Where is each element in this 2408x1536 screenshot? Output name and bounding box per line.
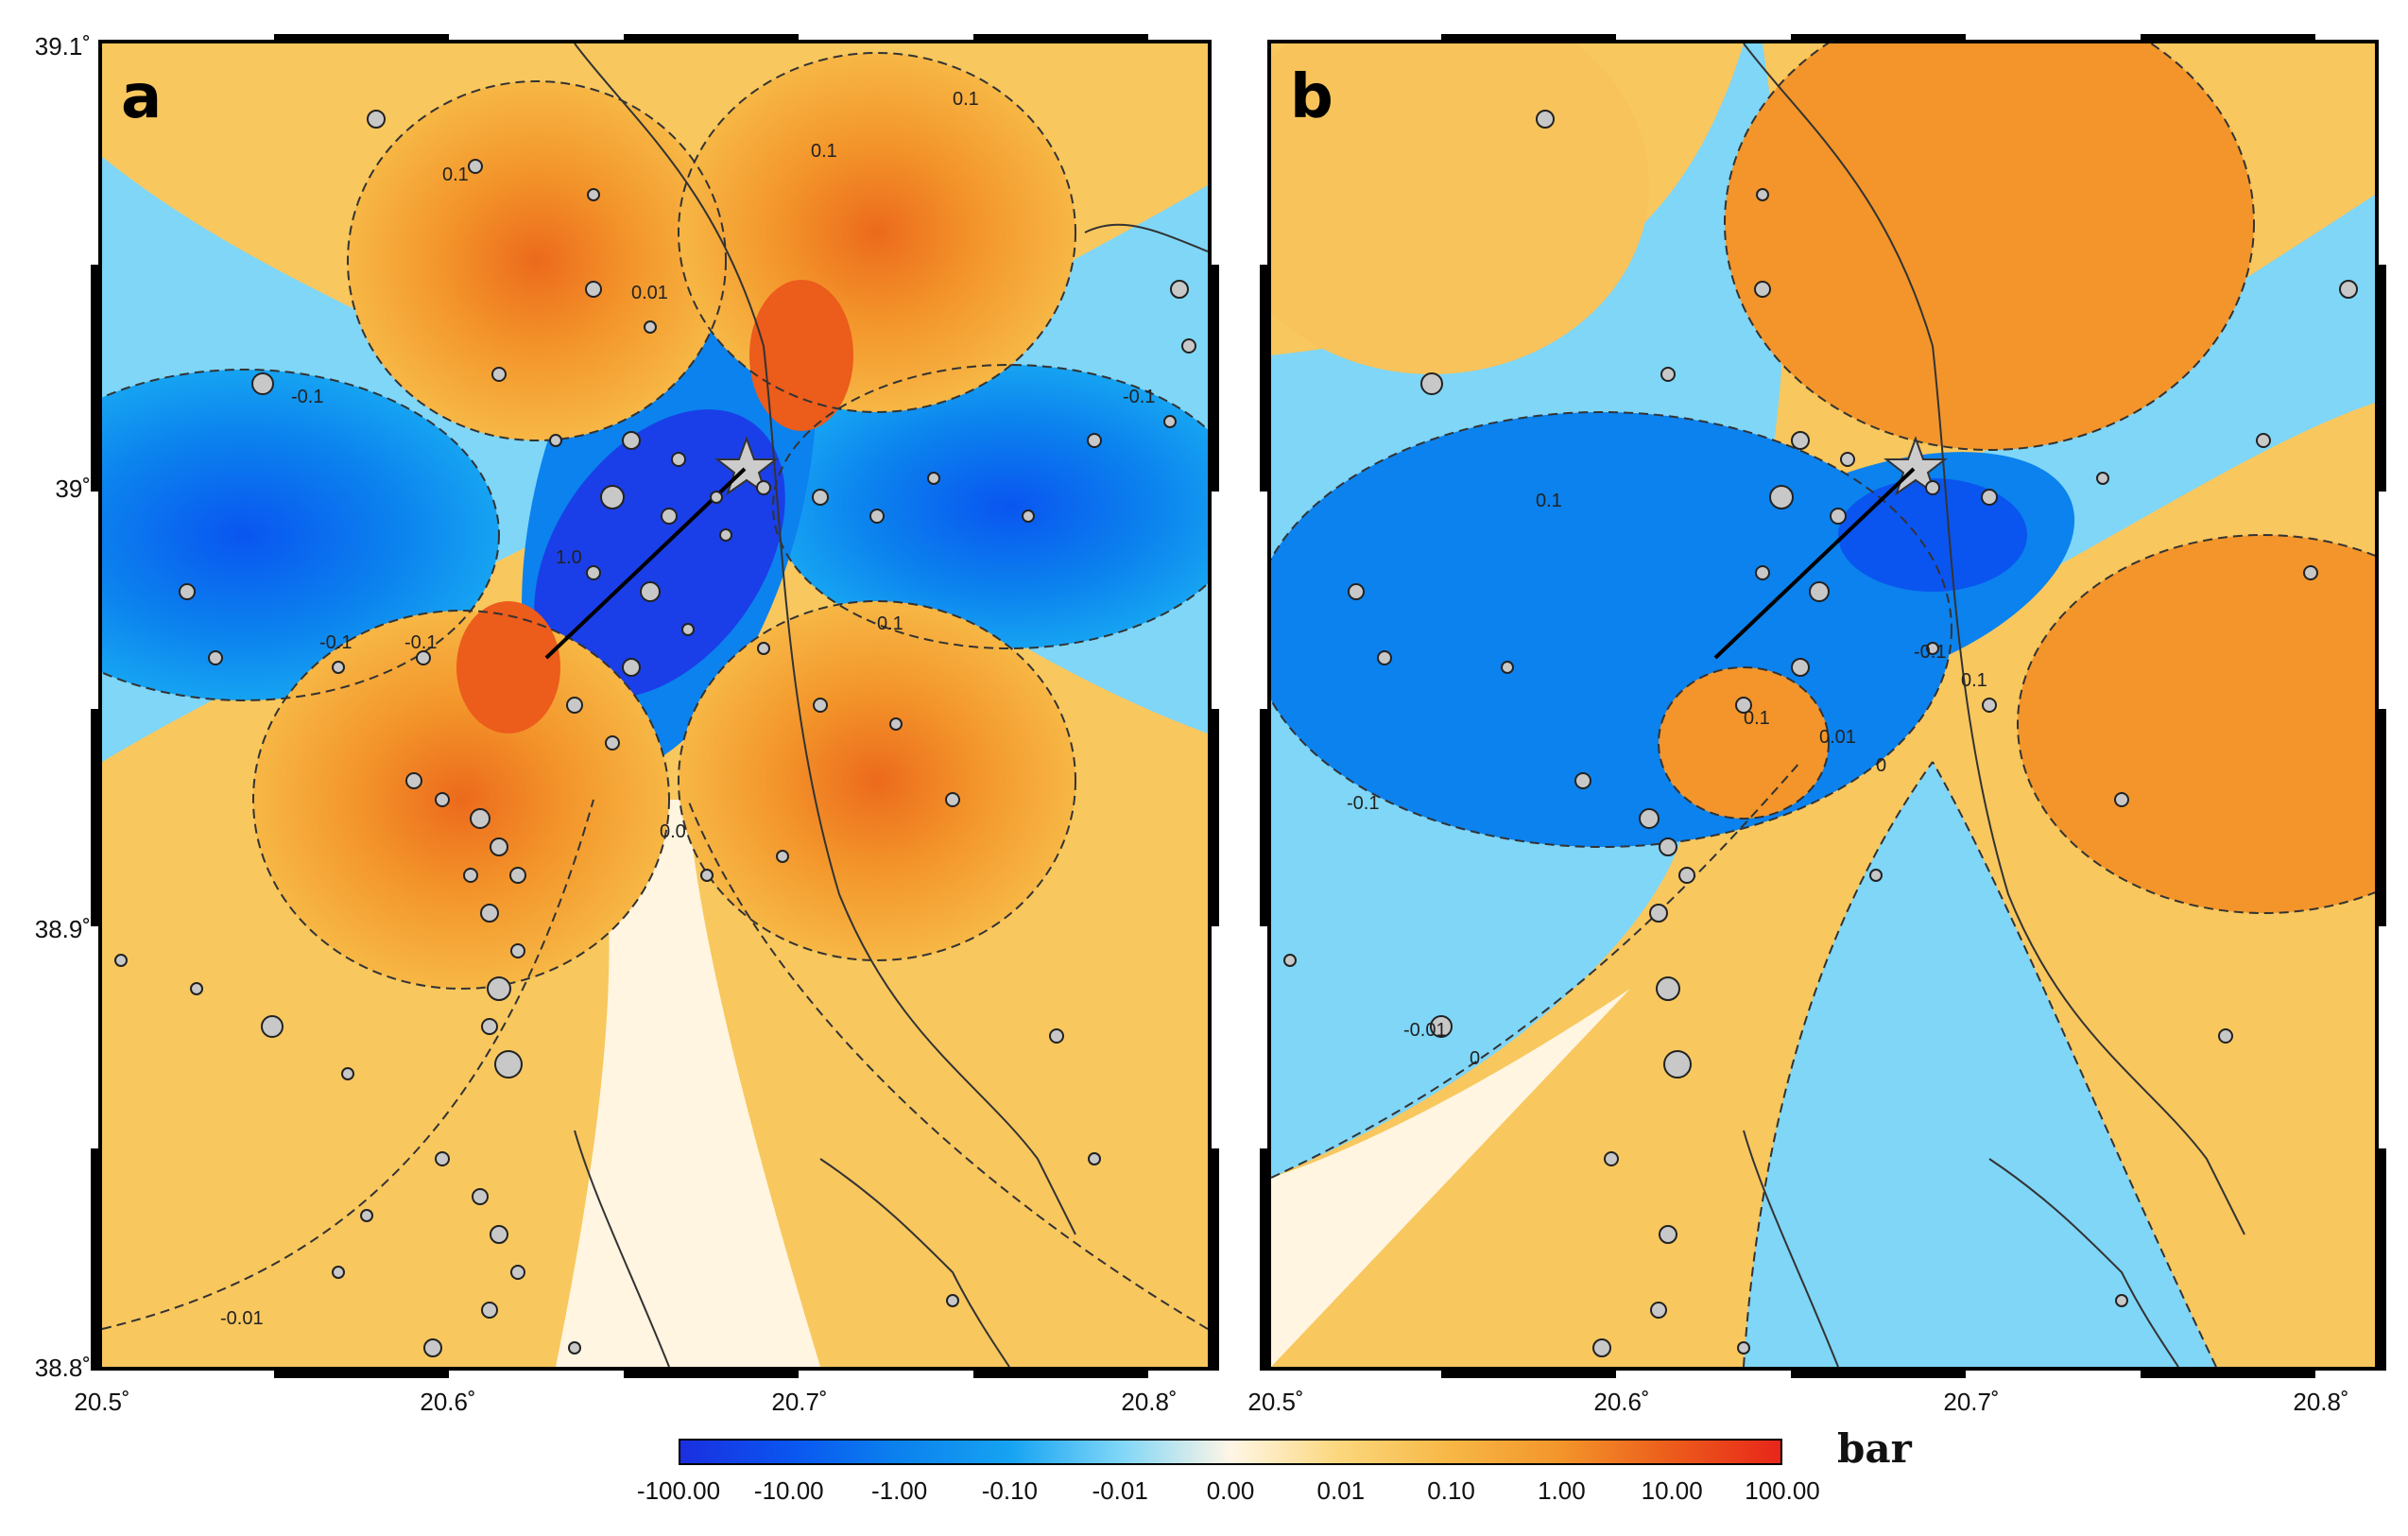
frame-left-b: [1267, 40, 1271, 1371]
frame-bar: [1208, 265, 1219, 492]
aftershock-points-a: [114, 110, 1196, 1357]
frame-bar: [2141, 34, 2315, 43]
contour-label: 0.1: [811, 141, 837, 162]
map-panel-b: 0.1 -0.1 -0.1 0.1 -0.01 0 0.01 0.1 0 b: [1271, 43, 2375, 1367]
contour-label: -0.1: [319, 632, 352, 653]
contour-label: 0.01: [631, 283, 668, 303]
contour-label: -0.1: [291, 387, 323, 407]
contour-label: 0.1: [442, 164, 469, 185]
colorbar-unit: bar: [1837, 1425, 1912, 1472]
frame-bar: [274, 1367, 449, 1378]
contour-label: 0.0: [660, 821, 686, 842]
frame-bar: [91, 265, 102, 492]
frame-bar: [274, 34, 449, 43]
x-tick-label: 20.5˚: [74, 1388, 130, 1416]
frame-bar: [973, 1367, 1148, 1378]
colorbar-tick-label: -0.01: [1092, 1476, 1148, 1505]
colorbar-segment: [1230, 1441, 1341, 1463]
colorbar-tick-label: -10.00: [753, 1476, 824, 1505]
colorbar-tick-label: 100.00: [1745, 1476, 1820, 1505]
frame-right-a: [1208, 40, 1212, 1371]
x-tick-label: 20.6˚: [420, 1388, 476, 1416]
contour-label: 0: [1470, 1048, 1480, 1069]
frame-bar: [91, 709, 102, 926]
colorbar-segment: [1560, 1441, 1671, 1463]
frame-bar: [1208, 1148, 1219, 1371]
colorbar-tick-label: 0.00: [1206, 1476, 1255, 1505]
contour-label: 0.01: [1819, 727, 1856, 748]
y-tick-label: 38.9˚: [34, 915, 91, 943]
colorbar-segment: [1340, 1441, 1451, 1463]
frame-bar: [2375, 709, 2386, 926]
frame-bar: [1260, 265, 1271, 492]
y-tick-label: 39.1˚: [34, 32, 91, 60]
frame-bar: [1441, 34, 1616, 43]
colorbar-tick-label: -0.10: [981, 1476, 1039, 1505]
frame-bar: [1208, 709, 1219, 926]
colorbar: [679, 1439, 1782, 1465]
contour-label: 0.1: [1744, 708, 1770, 729]
colorbar-segment: [1450, 1441, 1561, 1463]
panel-label-a: a: [121, 62, 163, 132]
contour-label: -0.1: [1914, 642, 1946, 663]
contour-label: 0: [1876, 755, 1886, 776]
colorbar-tick-label: -1.00: [870, 1476, 928, 1505]
aftershock-points-b: [1283, 110, 2358, 1357]
colorbar-segment: [680, 1441, 791, 1463]
contour-label: 0.1: [877, 613, 903, 634]
contour-label: 0.1: [1536, 491, 1562, 511]
contour-label: 0.1: [953, 89, 979, 110]
frame-bar: [1791, 1367, 1966, 1378]
colorbar-tick-label: 1.00: [1538, 1476, 1586, 1505]
x-tick-label: 20.5˚: [1247, 1388, 1304, 1416]
contour-label: 0.1: [1961, 670, 1987, 691]
map-panel-a: 0.1 0.1 0.1 -0.1 -0.1 -0.1 -0.1 0.01 -0.…: [102, 43, 1208, 1367]
contour-label: 1.0: [556, 547, 582, 568]
frame-right-b: [2375, 40, 2379, 1371]
colorbar-segment: [1120, 1441, 1231, 1463]
colorbar-segment: [1010, 1441, 1121, 1463]
x-tick-label: 20.8˚: [2293, 1388, 2349, 1416]
colorbar-tick-label: 0.10: [1427, 1476, 1475, 1505]
x-tick-label: 20.7˚: [1943, 1388, 2000, 1416]
x-tick-label: 20.7˚: [771, 1388, 828, 1416]
frame-bar: [1260, 1148, 1271, 1371]
frame-bar: [624, 34, 799, 43]
contour-label: -0.1: [1123, 387, 1155, 407]
frame-bar: [624, 1367, 799, 1378]
frame-bar: [91, 1148, 102, 1371]
x-tick-label: 20.6˚: [1593, 1388, 1650, 1416]
stress-map-b: 0.1 -0.1 -0.1 0.1 -0.01 0 0.01 0.1 0: [1271, 43, 2375, 1367]
stress-map-a: 0.1 0.1 0.1 -0.1 -0.1 -0.1 -0.1 0.01 -0.…: [102, 43, 1208, 1367]
frame-bar: [1260, 709, 1271, 926]
frame-bar: [1791, 34, 1966, 43]
frame-bar: [2375, 1148, 2386, 1371]
colorbar-tick-label: -100.00: [636, 1476, 721, 1505]
y-tick-label: 39˚: [55, 475, 91, 503]
contour-label: -0.01: [220, 1308, 264, 1329]
y-tick-label: 38.8˚: [34, 1354, 91, 1382]
frame-bar: [2141, 1367, 2315, 1378]
panel-label-b: b: [1290, 62, 1333, 132]
contour-label: -0.1: [404, 632, 437, 653]
colorbar-tick-label: 0.01: [1316, 1476, 1366, 1505]
x-tick-label: 20.8˚: [1121, 1388, 1178, 1416]
contour-label: -0.1: [1347, 793, 1379, 814]
contour-label: -0.01: [1403, 1020, 1447, 1041]
frame-bar: [1441, 1367, 1616, 1378]
epicenter-star-b: [1713, 436, 1948, 660]
colorbar-tick-label: 10.00: [1641, 1476, 1703, 1505]
colorbar-segment: [900, 1441, 1011, 1463]
frame-left-a: [98, 40, 102, 1371]
frame-bar: [2375, 265, 2386, 492]
colorbar-segment: [790, 1441, 901, 1463]
frame-bar: [973, 34, 1148, 43]
colorbar-segment: [1670, 1441, 1781, 1463]
